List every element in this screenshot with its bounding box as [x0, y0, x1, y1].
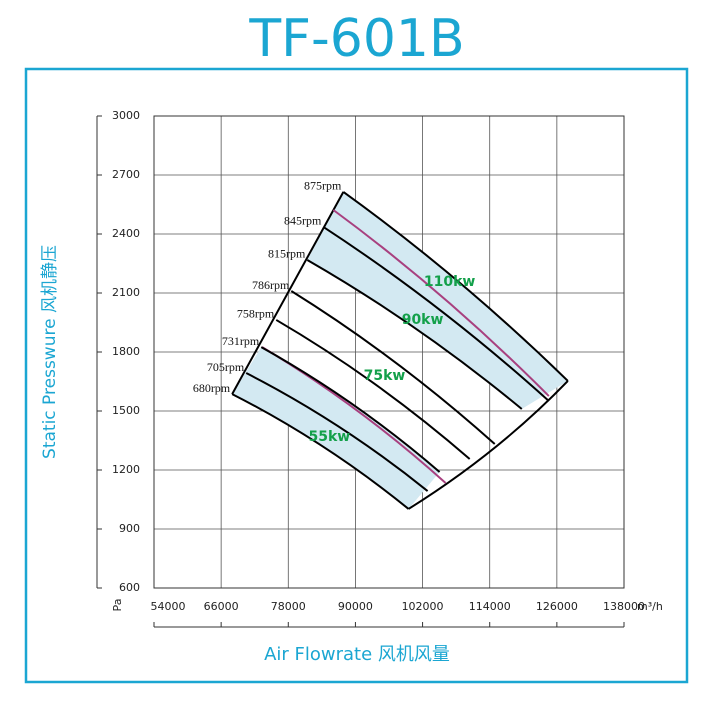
y-tick-label: 3000	[112, 109, 140, 122]
y-tick-label: 2700	[112, 168, 140, 181]
power-label: 75kw	[364, 368, 406, 384]
frame	[24, 67, 689, 684]
x-unit: m³/h	[637, 600, 663, 613]
x-tick-label: 54000	[151, 600, 186, 613]
rpm-curve	[260, 346, 441, 473]
rpm-curve	[322, 226, 550, 402]
power-label: 110kw	[424, 274, 476, 290]
rpm-curve	[231, 393, 410, 510]
rpm-label: 758rpm	[237, 307, 275, 321]
y-tick-label: 900	[119, 522, 140, 535]
power-label: 90kw	[402, 312, 444, 328]
rpm-curve	[342, 191, 569, 382]
power-label: 55kw	[308, 429, 350, 445]
rpm-label: 815rpm	[268, 247, 306, 261]
x-tick-label: 126000	[536, 600, 578, 613]
y-tick-label: 2100	[112, 286, 140, 299]
rpm-curve	[275, 319, 471, 460]
rpm-label: 680rpm	[193, 381, 231, 395]
y-tick-label: 1500	[112, 404, 140, 417]
y-tick-label: 1800	[112, 345, 140, 358]
rpm-label: 786rpm	[252, 278, 290, 292]
rpm-label: 731rpm	[222, 334, 260, 348]
rpm-label: 705rpm	[207, 360, 245, 374]
power-band	[307, 191, 568, 410]
x-tick-label: 114000	[469, 600, 511, 613]
y-tick-label: 1200	[112, 463, 140, 476]
rpm-curve	[290, 290, 496, 445]
rpm-curve	[245, 372, 429, 492]
x-tick-label: 102000	[402, 600, 444, 613]
x-tick-label: 66000	[204, 600, 239, 613]
y-axis-label: Static Presswure 风机静压	[40, 245, 60, 459]
plot-border	[153, 115, 625, 589]
x-tick-label: 138000	[603, 600, 645, 613]
left-boundary	[231, 191, 345, 395]
x-tick-label: 78000	[271, 600, 306, 613]
x-axis-label: Air Flowrate 风机风量	[264, 644, 450, 665]
right-boundary	[407, 380, 569, 510]
rpm-label: 875rpm	[304, 179, 342, 193]
rpm-curve	[306, 259, 523, 410]
power-band	[232, 347, 440, 509]
y-unit: Pa	[111, 599, 124, 612]
power-limit-line	[332, 209, 550, 397]
x-tick-label: 90000	[338, 600, 373, 613]
rpm-label: 845rpm	[284, 214, 322, 228]
chart-title: TF-601B	[248, 9, 464, 69]
y-tick-label: 600	[119, 581, 140, 594]
y-tick-label: 2400	[112, 227, 140, 240]
